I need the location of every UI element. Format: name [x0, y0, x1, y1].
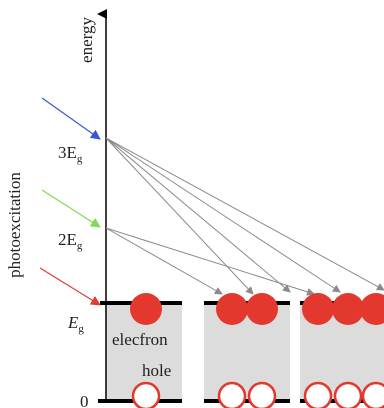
electron-4 [302, 293, 334, 325]
photoexcitation-label: photoexcitation [5, 172, 24, 278]
electron-2 [216, 293, 248, 325]
energy-axis-label: energy [77, 17, 96, 63]
relaxation-arrow-3eg-1 [105, 137, 254, 295]
photon-arrow-green [41, 189, 101, 228]
relaxation-arrow-2eg-1 [105, 227, 223, 295]
electron-1 [130, 293, 162, 325]
hole-2 [217, 381, 247, 408]
hole-5 [333, 381, 363, 408]
hole-1 [131, 381, 161, 408]
hole-4 [303, 381, 333, 408]
level-3eg-label: 3Eg [58, 143, 83, 165]
relaxation-arrow-3eg-4 [105, 137, 384, 291]
electron-label: elecfron [112, 330, 168, 349]
relaxation-arrow-3eg-2 [105, 137, 291, 293]
level-zero-label: 0 [80, 392, 89, 408]
electron-5 [332, 293, 364, 325]
photon-arrow-blue [41, 97, 101, 140]
level-eg-label: Eg [67, 313, 84, 335]
photon-arrow-red [39, 267, 101, 306]
electron-3 [246, 293, 278, 325]
hole-label: hole [142, 361, 171, 380]
hole-3 [247, 381, 277, 408]
hole-6 [361, 381, 384, 408]
level-2eg-label: 2Eg [58, 230, 83, 252]
relaxation-arrow-3eg-3 [105, 137, 341, 293]
electron-6 [360, 293, 384, 325]
band-gap-box-2 [204, 304, 290, 400]
relaxation-arrow-2eg-2 [105, 227, 315, 296]
